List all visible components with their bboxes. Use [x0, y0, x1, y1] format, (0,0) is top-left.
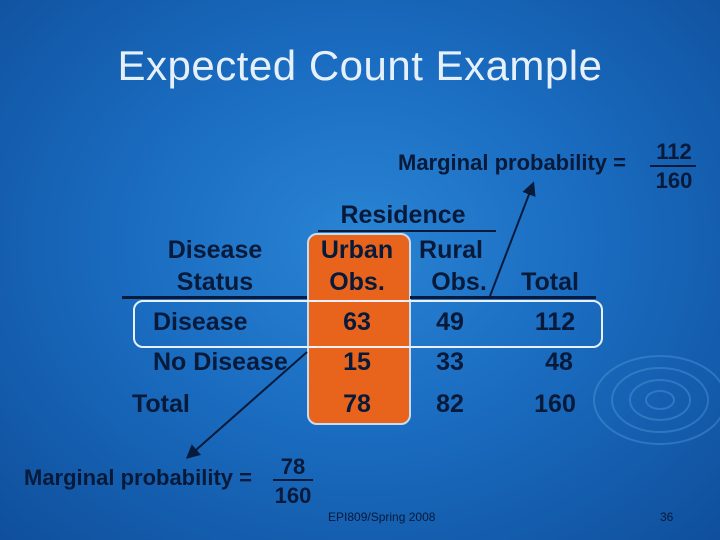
header-rule-right — [410, 296, 596, 299]
cell-total: 48 — [545, 348, 573, 376]
header-rule-left — [122, 296, 307, 299]
top-denominator: 160 — [655, 168, 693, 193]
bottom-marginal-label: Marginal probability = — [24, 465, 252, 490]
rural-header-line1: Rural — [419, 236, 483, 264]
bottom-denominator: 160 — [274, 483, 312, 508]
row-label: Total — [132, 390, 190, 418]
cell-total: 160 — [534, 390, 576, 418]
row-label: No Disease — [153, 348, 288, 376]
total-header: Total — [521, 268, 579, 296]
cell-rural: 82 — [436, 390, 464, 418]
cell-urban: 63 — [343, 308, 371, 336]
row-label: Disease — [153, 308, 248, 336]
disease-row-highlight — [133, 300, 603, 348]
top-fraction-bar — [650, 165, 696, 167]
cell-rural: 33 — [436, 348, 464, 376]
bottom-fraction-bar — [273, 479, 313, 481]
residence-header: Residence — [340, 201, 466, 229]
cell-urban: 15 — [343, 348, 371, 376]
cell-rural: 49 — [436, 308, 464, 336]
row-header-line2: Status — [176, 268, 254, 296]
top-numerator: 112 — [656, 139, 692, 164]
urban-header-line2: Obs. — [329, 268, 385, 296]
residence-underline — [318, 230, 496, 232]
row-header-line1: Disease — [167, 236, 263, 264]
page-number: 36 — [660, 510, 674, 524]
slide-title: Expected Count Example — [117, 42, 603, 89]
bottom-numerator: 78 — [280, 454, 306, 479]
arrow-to-urban-total — [185, 351, 308, 459]
top-marginal-label: Marginal probability = — [398, 150, 626, 175]
urban-header-line1: Urban — [320, 236, 394, 264]
rural-header-line2: Obs. — [431, 268, 487, 296]
arrow-to-total-column — [489, 181, 536, 297]
cell-urban: 78 — [343, 390, 371, 418]
urban-column-highlight — [307, 233, 411, 425]
cell-total: 112 — [534, 308, 576, 336]
footer-text: EPI809/Spring 2008 — [328, 510, 436, 524]
ripple-decoration — [593, 355, 720, 445]
